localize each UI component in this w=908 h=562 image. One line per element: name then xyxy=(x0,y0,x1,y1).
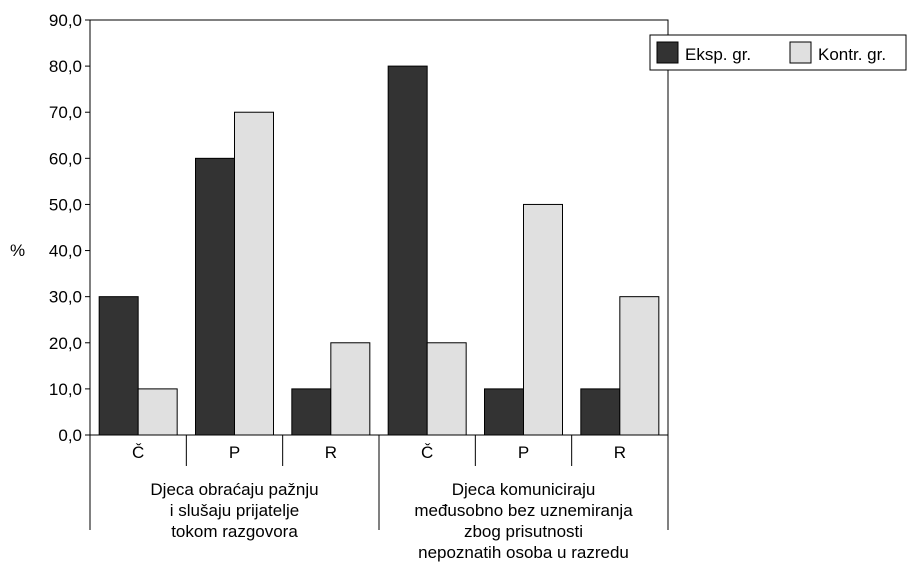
bar-kontr-3 xyxy=(330,342,371,436)
group-label-line: zbog prisutnosti xyxy=(464,522,583,541)
group-label-line: i slušaju prijatelje xyxy=(170,501,299,520)
bar-kontr-1 xyxy=(137,388,178,436)
bar-eksp-1 xyxy=(98,296,139,436)
plot-area xyxy=(89,19,669,436)
y-tick-label: 70,0 xyxy=(49,103,82,122)
legend-swatch xyxy=(789,41,812,64)
y-tick-label: 50,0 xyxy=(49,195,82,214)
bar-eksp-3 xyxy=(291,388,332,436)
category-label: P xyxy=(518,443,529,462)
legend: Eksp. gr. Kontr. gr. xyxy=(649,34,907,71)
category-label: R xyxy=(614,443,626,462)
y-tick-label: 10,0 xyxy=(49,380,82,399)
group-label-line: tokom razgovora xyxy=(171,522,298,541)
legend-label: Eksp. gr. xyxy=(685,45,751,64)
y-tick-label: 0,0 xyxy=(58,426,82,445)
group-label-line: međusobno bez uznemiranja xyxy=(414,501,633,520)
group-label-line: Djeca komuniciraju xyxy=(452,480,596,499)
y-tick-label: 20,0 xyxy=(49,334,82,353)
bar-kontr-6 xyxy=(619,296,660,436)
y-tick-label: 40,0 xyxy=(49,242,82,261)
bar-eksp-6 xyxy=(580,388,621,436)
y-tick-label: 80,0 xyxy=(49,57,82,76)
plot-frame xyxy=(89,19,669,436)
bar-kontr-4 xyxy=(426,342,467,436)
category-label: P xyxy=(229,443,240,462)
category-label: Č xyxy=(421,443,433,462)
bar-eksp-4 xyxy=(387,65,428,436)
bar-eksp-2 xyxy=(195,157,235,436)
legend-swatch xyxy=(656,41,679,64)
category-label: Č xyxy=(132,443,144,462)
x-axis: Č P R Č P R Djeca obraćaju pažnju i slušaju pri… xyxy=(89,435,669,562)
bars xyxy=(98,65,660,436)
y-tick-label: 90,0 xyxy=(49,11,82,30)
group-label-line: Djeca obraćaju pažnju xyxy=(150,480,318,499)
bar-kontr-5 xyxy=(523,203,563,436)
bar-eksp-5 xyxy=(484,388,524,436)
legend-label: Kontr. gr. xyxy=(818,45,886,64)
category-label: R xyxy=(325,443,337,462)
y-axis: 0,0 10,0 20,0 30,0 40,0 50,0 60,0 70,0 80,0 90,0 xyxy=(49,11,90,445)
legend-box xyxy=(649,34,907,71)
bar-kontr-2 xyxy=(234,111,274,436)
y-axis-label: % xyxy=(10,241,25,260)
y-tick-label: 30,0 xyxy=(49,288,82,307)
y-tick-label: 60,0 xyxy=(49,149,82,168)
group-label-line: nepoznatih osoba u razredu xyxy=(418,543,629,562)
